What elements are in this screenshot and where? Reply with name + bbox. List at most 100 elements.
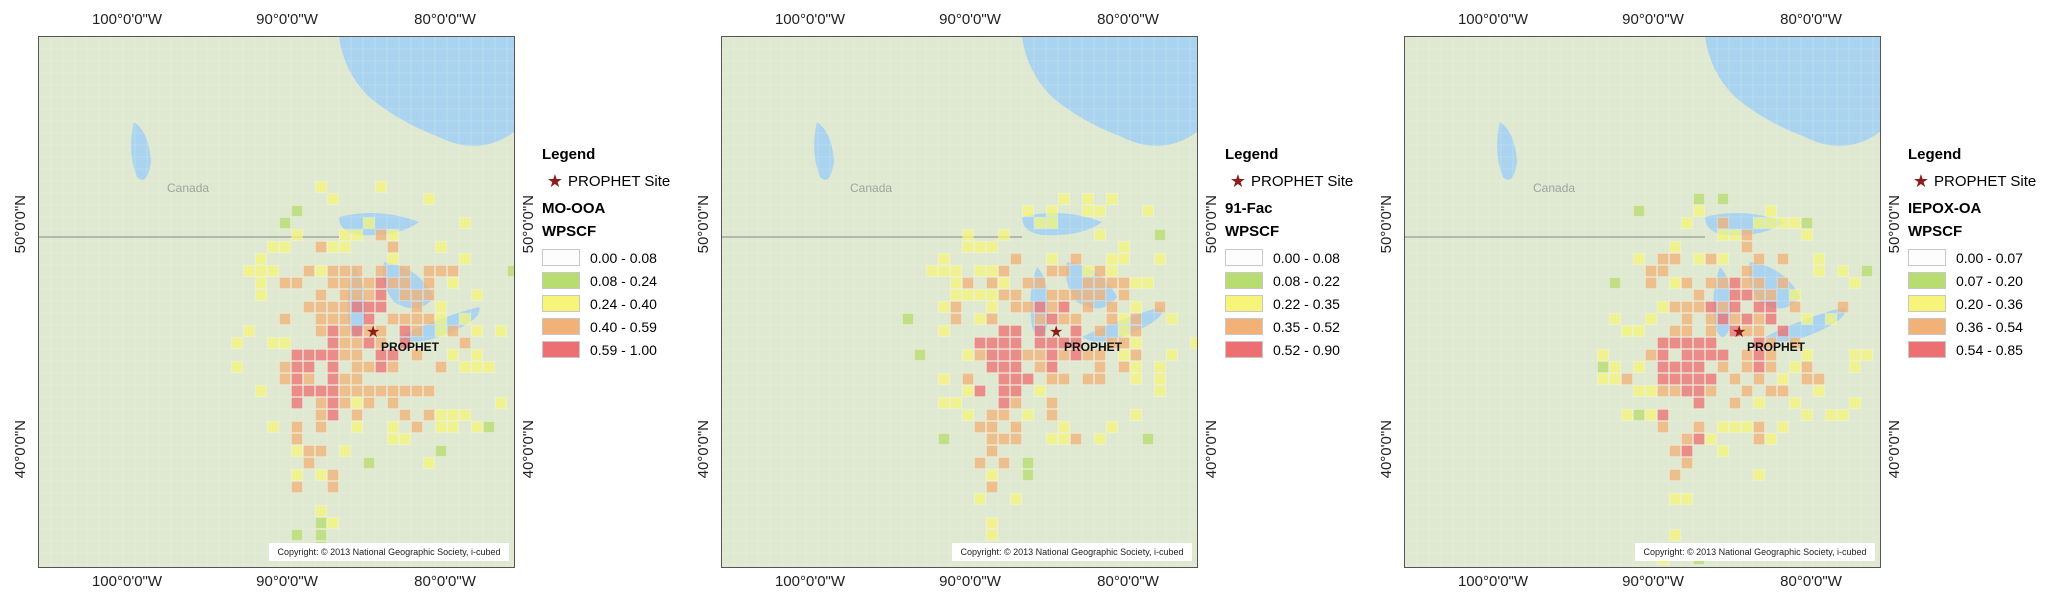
wpscf-cell bbox=[986, 265, 998, 277]
wpscf-cell bbox=[327, 193, 339, 205]
wpscf-cell bbox=[267, 421, 279, 433]
wpscf-cell bbox=[387, 421, 399, 433]
wpscf-cell bbox=[950, 289, 962, 301]
wpscf-cell bbox=[1118, 349, 1130, 361]
right-tick-2: 40°0'0"N bbox=[1203, 420, 1220, 479]
wpscf-cell bbox=[1034, 385, 1046, 397]
wpscf-cell bbox=[1753, 253, 1765, 265]
wpscf-cell bbox=[327, 325, 339, 337]
wpscf-cell bbox=[1669, 253, 1681, 265]
wpscf-cell bbox=[1789, 301, 1801, 313]
wpscf-cell bbox=[998, 289, 1010, 301]
wpscf-cell bbox=[998, 385, 1010, 397]
wpscf-cell bbox=[986, 421, 998, 433]
wpscf-cell bbox=[962, 241, 974, 253]
map-frame[interactable]: Canada Copyright: © 2013 National Geogra… bbox=[38, 36, 515, 568]
wpscf-cell bbox=[339, 337, 351, 349]
wpscf-cell bbox=[1058, 337, 1070, 349]
wpscf-cell bbox=[1681, 277, 1693, 289]
map-frame[interactable]: Canada Copyright: © 2013 National Geogra… bbox=[1404, 36, 1881, 568]
wpscf-cell bbox=[387, 277, 399, 289]
wpscf-cell bbox=[1046, 265, 1058, 277]
wpscf-cell bbox=[1010, 337, 1022, 349]
wpscf-cell bbox=[1693, 205, 1705, 217]
wpscf-cell bbox=[1681, 325, 1693, 337]
wpscf-cell bbox=[1058, 313, 1070, 325]
wpscf-cell bbox=[1657, 421, 1669, 433]
wpscf-cell bbox=[986, 409, 998, 421]
top-tick-3: 80°0'0"W bbox=[1097, 11, 1159, 28]
wpscf-cell bbox=[315, 469, 327, 481]
wpscf-cell bbox=[243, 325, 255, 337]
wpscf-cell bbox=[1669, 325, 1681, 337]
wpscf-cell bbox=[447, 349, 459, 361]
map-frame[interactable]: Canada Copyright: © 2013 National Geogra… bbox=[721, 36, 1198, 568]
copyright-text: Copyright: © 2013 National Geographic So… bbox=[269, 543, 509, 561]
wpscf-cell bbox=[1801, 313, 1813, 325]
wpscf-cell bbox=[363, 277, 375, 289]
wpscf-cell bbox=[1705, 385, 1717, 397]
wpscf-cell bbox=[1070, 433, 1082, 445]
legend-swatch bbox=[542, 341, 580, 358]
wpscf-cell bbox=[1753, 361, 1765, 373]
wpscf-cell bbox=[1010, 397, 1022, 409]
wpscf-cell bbox=[339, 397, 351, 409]
prophet-site-marker[interactable]: ★ bbox=[1049, 324, 1064, 341]
legend-field-name: WPSCF bbox=[1908, 223, 1963, 240]
wpscf-cell bbox=[363, 289, 375, 301]
prophet-site-marker[interactable]: ★ bbox=[366, 324, 381, 341]
wpscf-cell bbox=[938, 325, 950, 337]
wpscf-cell bbox=[1657, 301, 1669, 313]
prophet-site-marker[interactable]: ★ bbox=[1732, 324, 1747, 341]
wpscf-cell bbox=[447, 277, 459, 289]
wpscf-cell bbox=[231, 361, 243, 373]
wpscf-cell bbox=[327, 349, 339, 361]
wpscf-cell bbox=[1082, 193, 1094, 205]
wpscf-cell bbox=[1010, 349, 1022, 361]
wpscf-cell bbox=[1741, 277, 1753, 289]
wpscf-cell bbox=[1789, 397, 1801, 409]
wpscf-cell bbox=[1010, 373, 1022, 385]
legend-class-label: 0.40 - 0.59 bbox=[590, 318, 657, 335]
wpscf-cell bbox=[279, 277, 291, 289]
legend-class-2: 0.20 - 0.36 bbox=[1908, 292, 2058, 315]
wpscf-cell bbox=[1765, 289, 1777, 301]
wpscf-cell bbox=[1753, 421, 1765, 433]
wpscf-cell bbox=[1657, 337, 1669, 349]
legend-class-label: 0.35 - 0.52 bbox=[1273, 318, 1340, 335]
wpscf-cell bbox=[351, 409, 363, 421]
wpscf-cell bbox=[1741, 241, 1753, 253]
wpscf-cell bbox=[1693, 361, 1705, 373]
wpscf-cell bbox=[411, 313, 423, 325]
wpscf-cell bbox=[423, 193, 435, 205]
wpscf-cell bbox=[507, 265, 514, 277]
wpscf-cell bbox=[1010, 289, 1022, 301]
right-tick-1: 50°0'0"N bbox=[1203, 195, 1220, 254]
wpscf-cell bbox=[375, 289, 387, 301]
wpscf-cell bbox=[1753, 301, 1765, 313]
wpscf-cell bbox=[1669, 529, 1681, 541]
wpscf-cell bbox=[291, 397, 303, 409]
wpscf-cell bbox=[1681, 337, 1693, 349]
wpscf-cell bbox=[339, 289, 351, 301]
legend-swatch bbox=[542, 249, 580, 266]
wpscf-cell bbox=[1597, 349, 1609, 361]
legend-site-entry: PROPHET Site bbox=[568, 173, 671, 190]
right-tick-2: 40°0'0"N bbox=[1886, 420, 1903, 479]
wpscf-cell bbox=[375, 361, 387, 373]
wpscf-cell bbox=[1609, 373, 1621, 385]
legend-class-1: 0.08 - 0.24 bbox=[542, 269, 692, 292]
wpscf-cell bbox=[1693, 421, 1705, 433]
legend: Legend ★ PROPHET Site IEPOX-OA WPSCF 0.0… bbox=[1908, 146, 2058, 361]
wpscf-cell bbox=[1118, 253, 1130, 265]
map-panel-1: Canada Copyright: © 2013 National Geogra… bbox=[0, 0, 680, 601]
wpscf-cell bbox=[1741, 313, 1753, 325]
wpscf-cell bbox=[435, 409, 447, 421]
wpscf-cell bbox=[255, 385, 267, 397]
left-tick-2: 40°0'0"N bbox=[1378, 420, 1395, 479]
wpscf-cell bbox=[1741, 325, 1753, 337]
prophet-site-label: PROPHET bbox=[381, 340, 440, 354]
wpscf-cell bbox=[471, 349, 483, 361]
wpscf-cell bbox=[315, 265, 327, 277]
wpscf-cell bbox=[1801, 361, 1813, 373]
